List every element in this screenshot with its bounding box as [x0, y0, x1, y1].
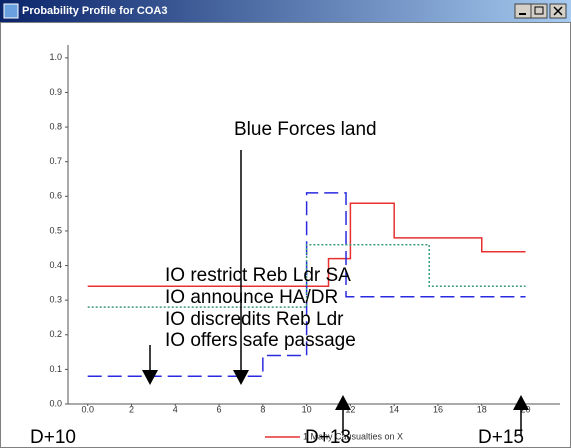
y-tick-label: 0.4 [49, 260, 62, 270]
x-tick-label: 4 [173, 404, 178, 414]
annotation: IO discredits Reb Ldr [165, 309, 344, 330]
y-tick-label: 0.3 [49, 295, 62, 305]
x-tick-label: 0.0 [81, 404, 94, 414]
x-tick-label: 14 [389, 404, 399, 414]
title-bar [0, 0, 571, 22]
arrowhead [233, 370, 249, 385]
annotation: IO announce HA/DR [165, 287, 338, 308]
step-line [87, 244, 526, 308]
annotation: D+13 [305, 427, 351, 448]
step-line [87, 192, 526, 378]
y-tick-label: 0.1 [49, 364, 62, 374]
annotation: IO restrict Reb Ldr SA [165, 265, 351, 286]
x-tick-label: 6 [217, 404, 222, 414]
plot: 0.0 0.1 0.2 0.3 0.4 0.5 0.6 0.7 0.8 0.9 1.0 0.0 2 4 6 8… [49, 52, 530, 441]
arrowhead [513, 395, 529, 410]
y-tick-label: 0.7 [49, 156, 62, 166]
x-tick-label: 16 [433, 404, 443, 414]
annotation: Blue Forces land [234, 119, 377, 140]
y-tick-label: 0.6 [49, 191, 62, 201]
legend-label: 1 Many Causualties on X [303, 431, 403, 441]
maximize-icon [534, 6, 544, 15]
minimize-button[interactable] [514, 3, 532, 19]
step-line [87, 202, 526, 288]
x-tick-label: 8 [260, 404, 265, 414]
y-tick-label: 0.8 [49, 121, 62, 131]
close-icon [553, 6, 563, 16]
y-tick-label: 0.9 [49, 87, 62, 97]
annotation: D+15 [478, 427, 524, 448]
x-tick-label: 10 [302, 404, 312, 414]
maximize-button[interactable] [530, 3, 548, 19]
arrowhead [142, 370, 158, 385]
window-title: Probability Profile for COA3 [22, 5, 167, 17]
y-tick-label: 0.5 [49, 225, 62, 235]
y-tick-label: 0.2 [49, 329, 62, 339]
arrowhead [335, 395, 351, 410]
annotation: IO offers safe passage [165, 330, 356, 351]
y-tick-label: 1.0 [49, 52, 62, 62]
app-icon [3, 3, 19, 19]
x-tick-label: 2 [129, 404, 134, 414]
annotations: Blue Forces land IO restrict Reb Ldr SA … [30, 119, 529, 448]
y-tick-label: 0.0 [49, 398, 62, 408]
window-buttons[interactable] [514, 3, 567, 19]
x-tick-label: 18 [477, 404, 487, 414]
annotation: D+10 [30, 427, 76, 448]
